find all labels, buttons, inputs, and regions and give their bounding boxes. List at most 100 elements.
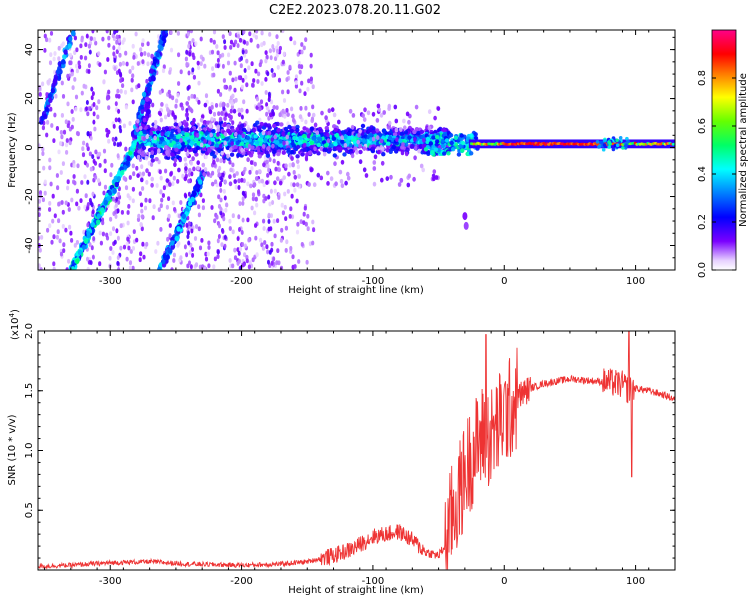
spectral-blob (74, 94, 79, 100)
spectral-blob (196, 60, 200, 66)
spectral-blob (257, 189, 261, 195)
spectral-blob (428, 141, 434, 146)
spectral-blob (210, 181, 215, 187)
spectral-blob (136, 173, 140, 179)
spectral-blob (265, 111, 269, 117)
spectral-blob (187, 95, 191, 101)
spectral-blob (63, 49, 68, 55)
spectral-blob (118, 52, 122, 58)
spectral-blob (302, 133, 307, 139)
spectral-blob (243, 68, 247, 73)
snr-y-multiplier: (x104) (8, 309, 21, 340)
spectral-blob (131, 142, 136, 149)
spectral-blob (62, 242, 66, 248)
spectral-blob (56, 68, 61, 75)
spectral-blob (247, 264, 251, 270)
spectral-blob (78, 64, 82, 70)
spectral-blob (184, 132, 190, 137)
spectral-blob (180, 130, 186, 136)
spectral-blob (316, 172, 321, 178)
spectral-blob (139, 51, 144, 57)
spectral-blob (380, 177, 384, 183)
spectral-blob (107, 129, 111, 135)
spectral-blob (81, 244, 87, 250)
spectral-blob (181, 173, 185, 179)
spectral-blob (128, 265, 132, 270)
colorbar-tick-label: 0.6 (697, 118, 708, 134)
x-tick-label: -100 (362, 276, 385, 287)
spectral-blob (602, 138, 607, 143)
spectral-blob (143, 51, 147, 56)
spectral-blob (344, 180, 348, 186)
spectral-blob (300, 242, 304, 247)
spectral-blob (275, 176, 280, 182)
spectral-blob (170, 152, 175, 157)
spectral-blob (247, 143, 252, 149)
spectral-blob (353, 146, 358, 151)
spectral-blob (223, 39, 227, 45)
spectral-blob (355, 149, 359, 155)
spectral-blob (307, 182, 311, 187)
spectral-blob (625, 136, 629, 141)
spectral-blob (260, 178, 265, 184)
spectral-blob (114, 209, 118, 215)
spectral-blob (257, 71, 261, 77)
spectral-blob (208, 123, 213, 129)
spectral-blob (81, 152, 86, 158)
spectral-blob (223, 243, 227, 249)
spectral-blob (194, 137, 199, 142)
spectral-blob (255, 30, 259, 34)
spectral-blob (257, 178, 262, 184)
spectral-blob (187, 230, 190, 236)
spectral-blob (161, 258, 166, 265)
spectral-blob (237, 33, 240, 39)
spectral-blob (171, 140, 176, 146)
spectral-blob (329, 176, 334, 182)
spectral-blob (267, 212, 271, 218)
spectral-blob (240, 177, 244, 183)
spectral-blob (53, 51, 57, 56)
spectral-blob (165, 182, 169, 188)
spectral-blob (273, 134, 278, 140)
spectral-blob (197, 65, 201, 70)
spectral-blob (172, 252, 176, 258)
spectral-blob (334, 181, 338, 187)
spectral-blob (298, 135, 303, 141)
spectral-blob (112, 123, 116, 129)
spectral-blob (168, 223, 172, 228)
spectral-blob (240, 55, 243, 61)
spectral-blob (223, 140, 227, 146)
spectral-blob (82, 140, 86, 146)
spectral-blob (101, 220, 105, 226)
spectral-blob (102, 190, 106, 196)
spectral-blob (162, 254, 168, 261)
spectral-blob (231, 263, 235, 269)
spectral-blob (46, 227, 50, 233)
spectral-blob (242, 262, 246, 268)
spectral-blob (228, 85, 232, 90)
spectral-blob (210, 137, 216, 142)
spectral-blob (141, 42, 145, 47)
spectral-blob (71, 117, 75, 122)
spectral-blob (124, 146, 128, 152)
spectral-blob (237, 75, 241, 81)
spectral-blob (237, 178, 241, 184)
spectral-blob (105, 30, 109, 34)
spectral-blob (43, 179, 47, 185)
spectral-blob (59, 130, 64, 135)
spectral-blob (174, 147, 179, 152)
spectral-blob (53, 112, 57, 118)
spectral-blob (137, 83, 141, 89)
spectral-blob (54, 93, 58, 99)
spectral-blob (228, 70, 232, 76)
spectral-blob (217, 168, 220, 174)
spectral-blob (216, 238, 220, 244)
spectral-blob (250, 166, 254, 171)
spectral-blob (260, 30, 264, 36)
spectral-blob (165, 204, 169, 210)
spectral-blob (187, 70, 191, 76)
spectral-blob (233, 144, 238, 150)
x-tick-label: 100 (626, 276, 645, 287)
spectral-blob (285, 239, 289, 245)
